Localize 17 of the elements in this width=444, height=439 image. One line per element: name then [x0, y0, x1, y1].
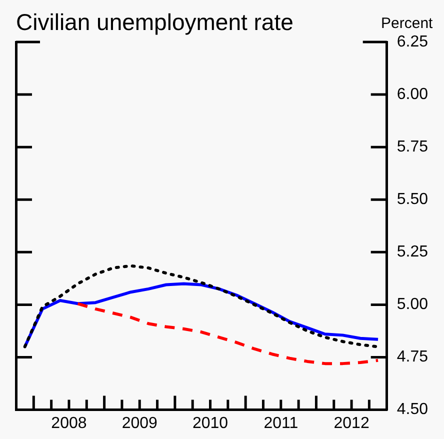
y-tick-label: 5.75 [396, 138, 428, 156]
line-series [23, 264, 380, 348]
y-tick-label: 6.25 [396, 33, 428, 50]
x-tick-label: 2011 [264, 414, 298, 432]
x-tick-label: 2008 [51, 414, 87, 432]
x-tick-label: 2012 [334, 414, 370, 432]
y-tick-label: 4.50 [396, 401, 428, 418]
x-tick-label: 2009 [122, 414, 158, 432]
y-tick-label: 5.50 [396, 191, 428, 208]
line-series [76, 302, 380, 366]
y-tick-label: 5.00 [396, 296, 428, 314]
y-tick-label: 6.00 [396, 86, 428, 103]
y-axis-title: Percent [381, 15, 434, 32]
chart-title: Civilian unemployment rate [16, 9, 294, 35]
y-tick-label: 5.25 [396, 244, 428, 261]
y-tick-label: 4.75 [396, 348, 428, 366]
x-tick-label: 2010 [192, 414, 228, 432]
